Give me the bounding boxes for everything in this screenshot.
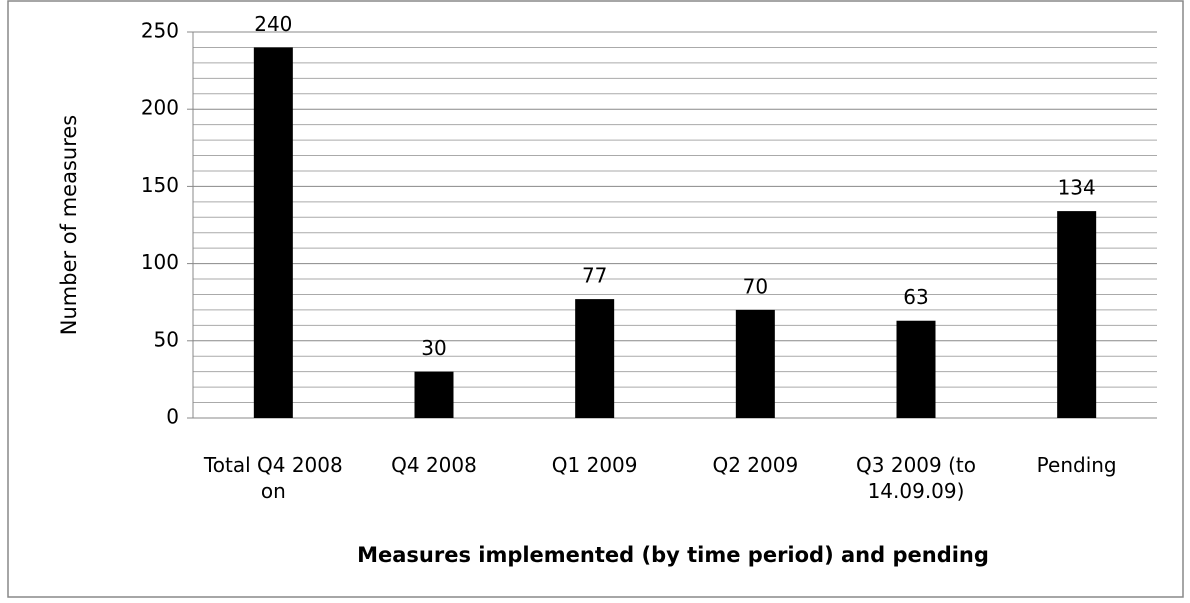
bar bbox=[896, 320, 936, 418]
y-tick-label: 50 bbox=[154, 327, 179, 351]
x-tick-label: Q4 2008 bbox=[391, 453, 477, 477]
y-tick-label: 250 bbox=[141, 19, 179, 43]
x-tick-label: Total Q4 2008 on bbox=[203, 453, 343, 503]
value-label: 30 bbox=[421, 336, 446, 360]
value-label: 240 bbox=[254, 12, 292, 36]
y-tick-label: 150 bbox=[141, 173, 179, 197]
x-tick-label: Q3 2009 (to 14.09.09) bbox=[856, 453, 976, 503]
bar bbox=[253, 47, 293, 418]
y-tick-label: 0 bbox=[166, 405, 179, 429]
y-tick-label: 100 bbox=[141, 250, 179, 274]
bar bbox=[1057, 211, 1097, 418]
value-label: 63 bbox=[903, 285, 928, 309]
y-axis-title: Number of measures bbox=[57, 115, 81, 335]
bar bbox=[575, 299, 615, 418]
value-label: 134 bbox=[1058, 176, 1096, 200]
value-label: 70 bbox=[743, 274, 768, 298]
x-tick-label: Q1 2009 bbox=[551, 453, 638, 477]
x-axis-title: Measures implemented (by time period) an… bbox=[357, 543, 989, 567]
x-tick-label: Q2 2009 bbox=[712, 453, 799, 477]
chart-border bbox=[7, 0, 1184, 598]
bar bbox=[735, 309, 775, 418]
bar bbox=[414, 371, 454, 418]
x-tick-label: Pending bbox=[1036, 453, 1117, 477]
value-label: 77 bbox=[582, 264, 607, 288]
y-tick-label: 200 bbox=[141, 96, 179, 120]
